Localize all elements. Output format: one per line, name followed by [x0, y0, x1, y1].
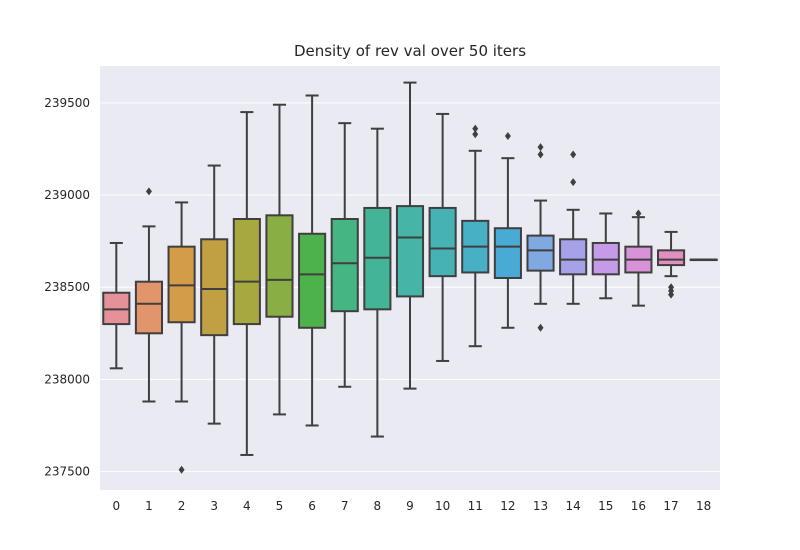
y-tick-label: 238500 [44, 280, 90, 294]
outlier-point [537, 150, 544, 159]
box-2 [167, 201, 196, 474]
x-tick-label: 18 [696, 499, 711, 513]
box-10 [428, 112, 457, 362]
outlier-point [472, 130, 479, 139]
outlier-point [537, 143, 544, 152]
x-tick-label: 1 [145, 499, 153, 513]
outlier-point [504, 132, 511, 141]
box-11 [461, 124, 490, 348]
box-iqr [493, 227, 522, 280]
y-tick-label: 237500 [44, 465, 90, 479]
x-tick-label: 16 [631, 499, 646, 513]
box-iqr [265, 214, 294, 318]
x-tick-label: 7 [341, 499, 349, 513]
outlier-point [472, 124, 479, 133]
box-0 [102, 241, 131, 370]
box-12 [493, 132, 522, 329]
x-tick-label: 12 [500, 499, 515, 513]
box-iqr [200, 238, 229, 337]
box-iqr [298, 232, 327, 329]
outlier-point [145, 187, 152, 196]
x-tick-label: 15 [598, 499, 613, 513]
box-6 [298, 94, 327, 427]
box-16 [624, 209, 653, 307]
x-tick-label: 13 [533, 499, 548, 513]
box-18 [689, 258, 718, 262]
box-iqr [526, 234, 555, 272]
x-tick-label: 17 [663, 499, 678, 513]
box-4 [232, 111, 261, 456]
box-iqr [428, 206, 457, 278]
y-tick-label: 239000 [44, 188, 90, 202]
box-iqr [657, 249, 686, 267]
x-tick-label: 2 [178, 499, 186, 513]
outlier-point [570, 150, 577, 159]
box-iqr [559, 238, 588, 276]
x-tick-label: 5 [276, 499, 284, 513]
box-1 [134, 187, 163, 403]
outlier-point [178, 465, 185, 474]
outlier-point [668, 283, 675, 292]
box-iqr [395, 205, 425, 298]
box-iqr [232, 218, 261, 326]
box-17 [657, 230, 686, 299]
chart-title: Density of rev val over 50 iters [293, 42, 527, 60]
x-tick-label: 8 [374, 499, 382, 513]
x-tick-label: 14 [566, 499, 581, 513]
box-7 [330, 122, 359, 388]
y-tick-label: 238000 [44, 372, 90, 386]
box-5 [265, 103, 294, 416]
x-tick-label: 6 [308, 499, 316, 513]
box-15 [591, 212, 620, 300]
x-tick-label: 4 [243, 499, 251, 513]
box-14 [559, 150, 588, 305]
x-tick-label: 3 [210, 499, 218, 513]
outlier-point [570, 178, 577, 187]
box-iqr [330, 218, 359, 313]
box-8 [363, 127, 392, 438]
y-axis-tick-labels: 237500 238000 238500 239000 239500 [44, 96, 90, 479]
box-iqr [134, 280, 163, 335]
outlier-point [635, 209, 642, 218]
x-tick-label: 10 [435, 499, 450, 513]
x-tick-label: 11 [468, 499, 483, 513]
outlier-point [537, 323, 544, 332]
x-tick-label: 0 [112, 499, 120, 513]
x-axis-tick-labels: 0 1 2 3 4 5 6 7 8 9 10 11 12 13 14 15 16 17 18 [112, 499, 711, 513]
box-3 [200, 164, 229, 425]
boxes [102, 81, 718, 474]
box-13 [526, 143, 555, 332]
box-9 [395, 81, 425, 390]
x-tick-label: 9 [406, 499, 414, 513]
y-tick-label: 239500 [44, 96, 90, 110]
